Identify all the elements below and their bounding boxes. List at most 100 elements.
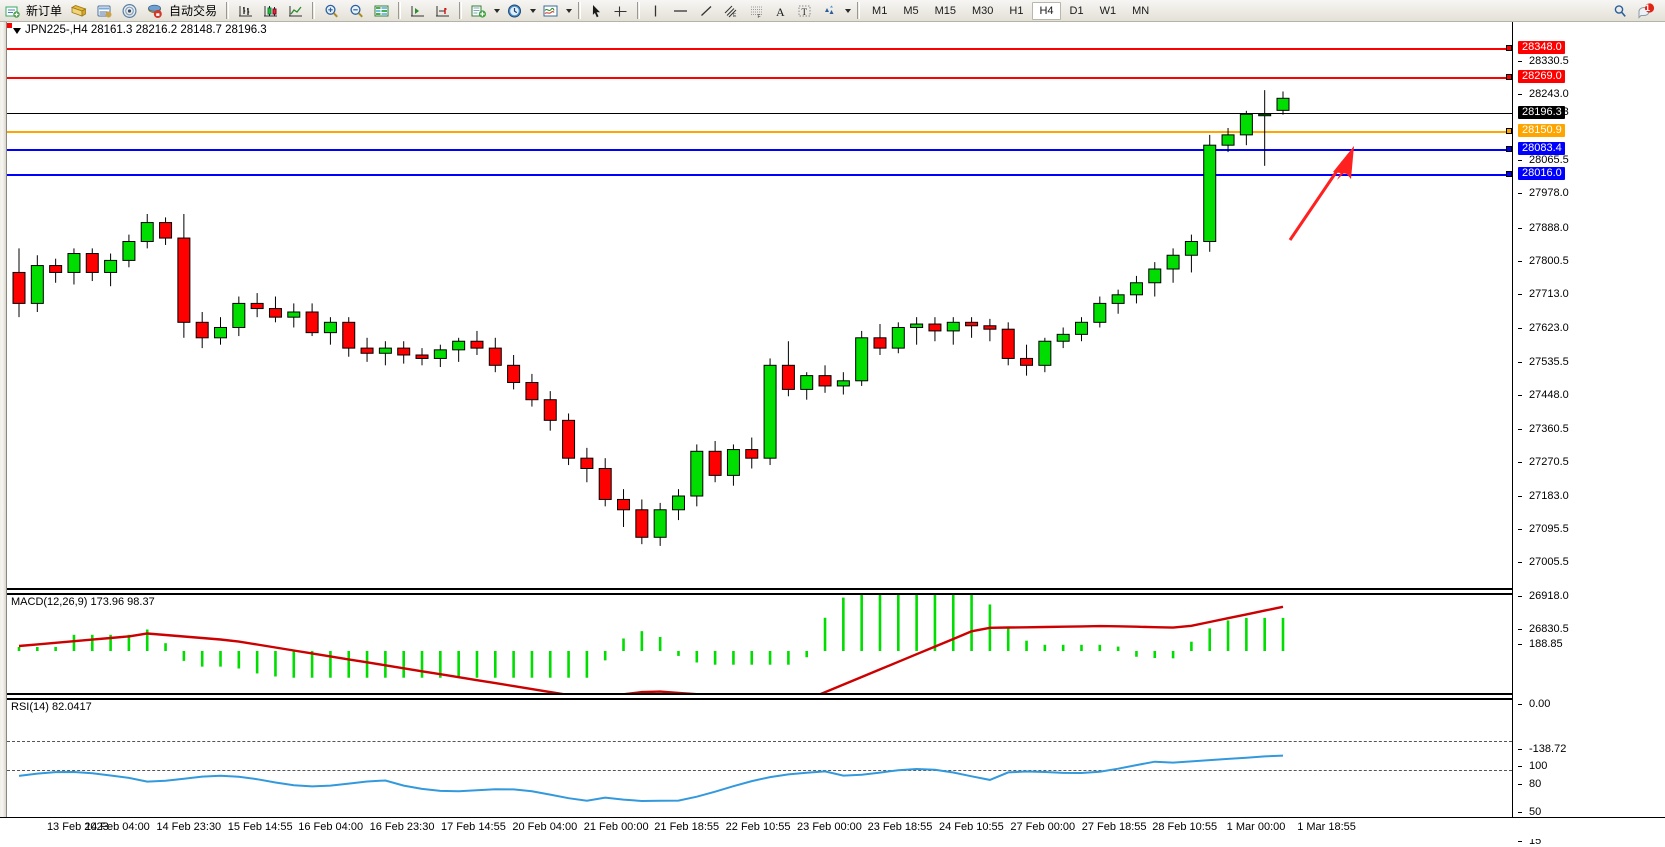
candle-body — [470, 340, 484, 349]
rsi-label: RSI(14) 82.0417 — [11, 701, 92, 713]
market-watch-icon[interactable] — [93, 1, 116, 21]
navigator-icon[interactable] — [118, 1, 141, 21]
candle-body — [1129, 282, 1143, 296]
time-axis-tick-label: 23 Feb 00:00 — [797, 821, 862, 833]
candle-body — [250, 302, 264, 310]
chart-window: JPN225-,H4 28161.3 28216.2 28148.7 28196… — [0, 22, 1665, 847]
toolbar-separator — [226, 2, 230, 19]
symbol-ohlc-text: JPN225-,H4 28161.3 28216.2 28148.7 28196… — [25, 24, 267, 36]
candle-body — [104, 259, 118, 273]
price-line-marker-28269[interactable] — [1506, 74, 1512, 80]
period-icon[interactable] — [503, 1, 526, 21]
support-level-1-tag[interactable]: 28083.4 — [1518, 142, 1565, 155]
candle-body — [1111, 294, 1125, 304]
price-axis-tick-label: 27360.5 — [1518, 423, 1569, 435]
horizontal-line-icon[interactable] — [668, 1, 693, 21]
time-axis-tick-label: 1 Mar 18:55 — [1297, 821, 1356, 833]
timeframe-m5[interactable]: M5 — [903, 4, 919, 17]
text-label-icon[interactable]: T — [793, 1, 816, 21]
data-window-icon[interactable] — [370, 1, 393, 21]
candle-body — [488, 347, 502, 366]
objects-dropdown-arrow[interactable] — [842, 1, 853, 21]
candle-body — [287, 311, 301, 318]
text-icon[interactable]: A — [770, 1, 791, 21]
candle-body — [965, 321, 979, 327]
candle-body — [1221, 134, 1235, 146]
support-level-2-tag[interactable]: 28016.0 — [1518, 167, 1565, 180]
current-price-marker-tag[interactable]: 28196.3 — [1518, 106, 1565, 119]
candle-body — [232, 302, 246, 328]
candle-body — [85, 253, 99, 273]
price-axis-tick-label: 27978.0 — [1518, 187, 1569, 199]
chart-shift-icon[interactable] — [431, 1, 454, 21]
price-axis-tick-label: 27005.5 — [1518, 556, 1569, 568]
equidistant-channel-icon[interactable]: E — [720, 1, 743, 21]
svg-text:T: T — [802, 7, 808, 17]
candle-body — [1239, 113, 1253, 136]
candle-body — [12, 271, 26, 304]
templates-dropdown-arrow[interactable] — [563, 1, 574, 21]
macd-axis-tick-label: -138.72 — [1518, 743, 1566, 755]
price-axis-tick-label: 27535.5 — [1518, 356, 1569, 368]
new-order-label[interactable]: 新订单 — [26, 4, 63, 18]
price-line-marker-28083[interactable] — [1506, 146, 1512, 152]
new-order-icon[interactable] — [1, 1, 23, 21]
search-icon[interactable] — [1609, 1, 1632, 21]
objects-icon[interactable] — [818, 1, 841, 21]
time-axis-tick-label: 23 Feb 18:55 — [867, 821, 933, 833]
period-dropdown-arrow[interactable] — [527, 1, 538, 21]
chart-collapse-icon[interactable] — [13, 28, 21, 34]
vertical-line-icon[interactable] — [645, 1, 666, 21]
bar-chart-icon[interactable] — [234, 1, 257, 21]
folder-icon[interactable] — [68, 1, 91, 21]
price-line-marker-28150[interactable] — [1506, 128, 1512, 134]
time-axis[interactable]: 13 Feb 2023 14 Feb 04:00 14 Feb 23:30 15 Fe… — [0, 817, 1665, 839]
resistance-level-tag[interactable]: 28269.0 — [1518, 70, 1565, 83]
time-axis-tick-label: 24 Feb 10:55 — [938, 821, 1004, 833]
timeframe-mn[interactable]: MN — [1132, 4, 1150, 17]
indicators-icon[interactable] — [467, 1, 490, 21]
price-line-current — [7, 113, 1512, 114]
zoom-in-icon[interactable] — [320, 1, 343, 21]
timeframe-h1[interactable]: H1 — [1009, 4, 1024, 17]
entry-level-tag[interactable]: 28150.9 — [1518, 124, 1565, 137]
line-chart-icon[interactable] — [284, 1, 307, 21]
trendline-icon[interactable] — [695, 1, 718, 21]
stop-level-upper-tag[interactable]: 28348.0 — [1518, 41, 1565, 54]
templates-icon[interactable] — [539, 1, 562, 21]
price-line-marker-28348[interactable] — [1506, 45, 1512, 51]
price-axis[interactable]: 28330.5 28243.0 28196.3 28065.5 27978.0 27888… — [1512, 22, 1665, 847]
cursor-icon[interactable] — [586, 1, 607, 21]
indicators-dropdown-arrow[interactable] — [491, 1, 502, 21]
time-axis-tick-label: 16 Feb 23:30 — [369, 821, 435, 833]
macd-panel-divider-2 — [7, 593, 1512, 595]
candle-body — [745, 449, 759, 459]
timeframe-h4[interactable]: H4 — [1032, 1, 1061, 20]
time-axis-tick-label: 14 Feb 23:30 — [156, 821, 222, 833]
svg-text:F: F — [758, 14, 761, 19]
timeframe-m30[interactable]: M30 — [972, 4, 994, 17]
autotrade-icon[interactable] — [143, 1, 166, 21]
price-axis-tick-label: 27623.0 — [1518, 322, 1569, 334]
timeframe-w1[interactable]: W1 — [1099, 4, 1117, 17]
candle-body — [1038, 340, 1052, 366]
candle-body — [671, 495, 685, 511]
time-axis-tick-label: 22 Feb 10:55 — [725, 821, 791, 833]
price-line-marker-28016[interactable] — [1506, 171, 1512, 177]
candle-body — [49, 265, 63, 273]
zoom-out-icon[interactable] — [345, 1, 368, 21]
autotrade-label[interactable]: 自动交易 — [169, 4, 218, 18]
crosshair-icon[interactable] — [609, 1, 632, 21]
candle-body — [525, 382, 539, 401]
timeframe-d1[interactable]: D1 — [1069, 4, 1084, 17]
alerts-icon[interactable]: 1 — [1634, 1, 1659, 21]
auto-scroll-icon[interactable] — [406, 1, 429, 21]
fibonacci-icon[interactable]: F — [745, 1, 768, 21]
timeframe-m1[interactable]: M1 — [872, 4, 888, 17]
chart-plot-area[interactable]: JPN225-,H4 28161.3 28216.2 28148.7 28196… — [7, 22, 1512, 817]
price-axis-tick-label: 27270.5 — [1518, 456, 1569, 468]
candle-chart-icon[interactable] — [259, 1, 282, 21]
timeframe-m15[interactable]: M15 — [934, 4, 956, 17]
candle-body — [452, 340, 466, 351]
rsi-axis-tick-label: 80 — [1518, 778, 1541, 790]
